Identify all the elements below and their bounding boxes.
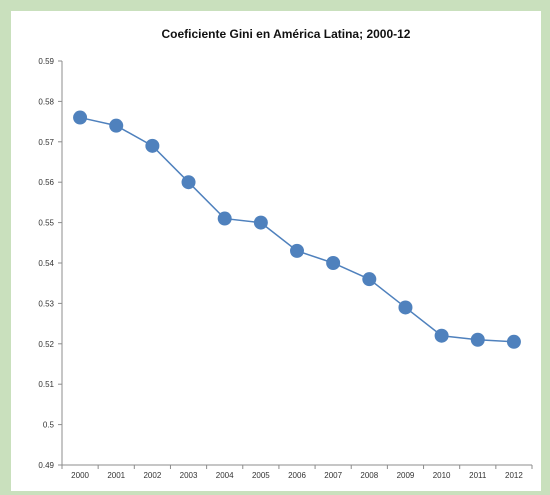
x-tick-label: 2000: [71, 471, 89, 480]
series-line: [79, 116, 514, 343]
x-tick-label: 2003: [180, 471, 198, 480]
y-tick-label: 0.49: [38, 461, 54, 470]
x-tick-label: 2005: [252, 471, 270, 480]
data-point: [217, 211, 232, 226]
data-point: [434, 328, 449, 343]
x-tick-label: 2004: [216, 471, 234, 480]
chart-panel: Coeficiente Gini en América Latina; 2000…: [11, 11, 541, 491]
y-tick-label: 0.5: [43, 421, 55, 430]
data-point: [362, 272, 377, 287]
data-point: [398, 300, 413, 315]
x-tick-label: 2009: [397, 471, 415, 480]
axes-group: [61, 61, 532, 466]
x-tick-label: 2006: [288, 471, 306, 480]
y-tick-label: 0.51: [38, 380, 54, 389]
y-ticks-group: 0.49 0.5 0.51 0.52 0.53 0.54 0.55 0.56 0.57 0.58 0…: [38, 57, 62, 470]
x-tick-label: 2001: [107, 471, 125, 480]
y-tick-label: 0.58: [38, 97, 54, 106]
x-tick-label: 2011: [469, 471, 487, 480]
x-tick-label: 2007: [324, 471, 342, 480]
gini-line-chart: Coeficiente Gini en América Latina; 2000…: [38, 27, 533, 480]
y-tick-label: 0.55: [38, 219, 54, 228]
data-point: [109, 118, 124, 133]
data-point: [506, 334, 521, 349]
y-tick-label: 0.54: [38, 259, 54, 268]
data-point: [326, 256, 341, 270]
data-point: [290, 243, 304, 258]
series-group: [73, 110, 521, 349]
x-ticks-group: 2000 2001 2002 2003 2004 2005 2006 2007 2008 2009…: [61, 465, 533, 480]
data-point: [145, 138, 160, 153]
y-tick-label: 0.56: [38, 178, 54, 187]
x-tick-label: 2008: [360, 471, 378, 480]
chart-title: Coeficiente Gini en América Latina; 2000…: [162, 27, 411, 41]
x-tick-label: 2010: [433, 471, 451, 480]
data-point: [73, 110, 88, 125]
x-tick-label: 2002: [143, 471, 161, 480]
data-point: [253, 215, 268, 230]
y-tick-label: 0.59: [38, 57, 54, 66]
y-tick-label: 0.53: [38, 299, 54, 308]
y-tick-label: 0.52: [38, 340, 54, 349]
data-point: [181, 175, 196, 190]
x-tick-label: 2012: [505, 471, 523, 480]
y-tick-label: 0.57: [38, 138, 54, 147]
data-point: [470, 332, 485, 347]
